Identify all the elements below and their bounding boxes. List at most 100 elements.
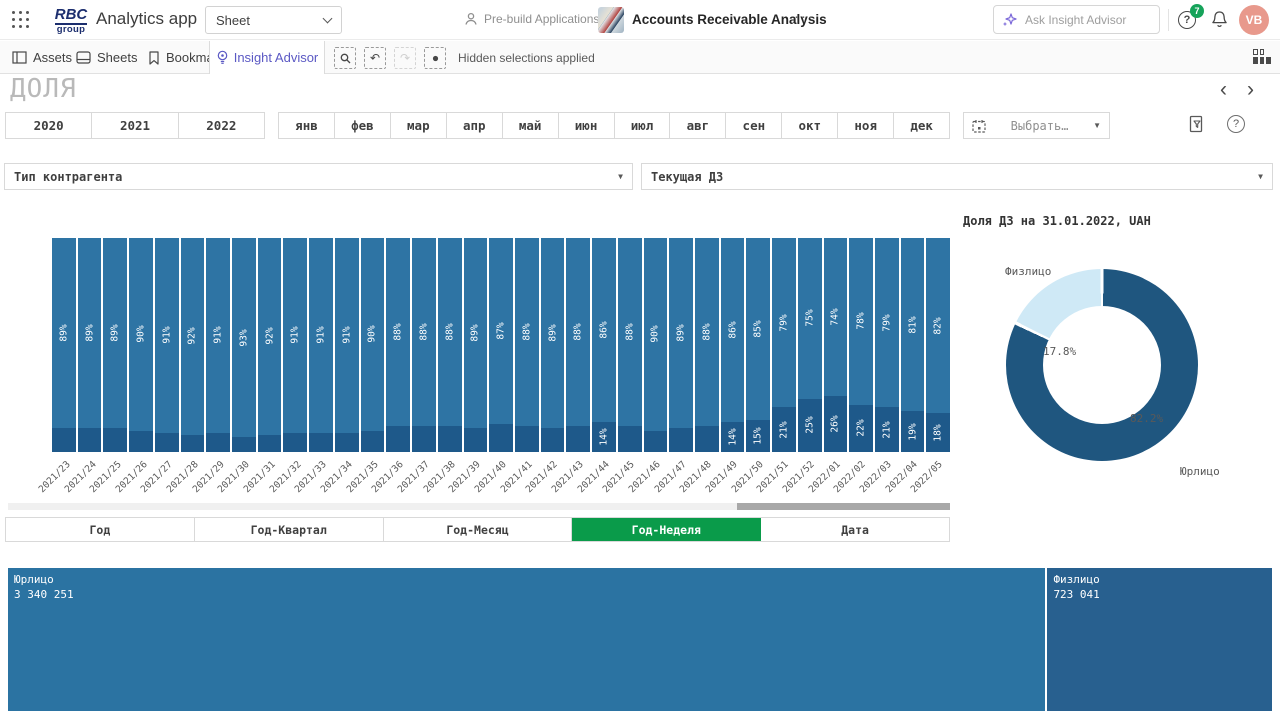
bar-2022/02[interactable]: 78% 22%	[849, 238, 873, 452]
tab-Год-Неделя[interactable]: Год-Неделя	[572, 518, 762, 541]
bar-2021/36[interactable]: 88%	[386, 238, 411, 452]
notifications-bell-button[interactable]	[1211, 10, 1228, 29]
bar-2022/04[interactable]: 81% 19%	[900, 238, 925, 452]
month-cell-ноя[interactable]: ноя	[838, 113, 895, 138]
month-cell-июл[interactable]: июл	[615, 113, 671, 138]
bar-value-label: 88%	[521, 323, 533, 341]
current-receivables-dropdown[interactable]: Текущая ДЗ ▼	[641, 163, 1273, 190]
assets-label: Assets	[33, 50, 73, 65]
bar-value-label: 88%	[392, 323, 404, 341]
bar-2021/24[interactable]: 89%	[77, 238, 102, 452]
year-cell-2022[interactable]: 2022	[206, 118, 237, 133]
month-cell-мар[interactable]: мар	[391, 113, 447, 138]
bar-2021/50[interactable]: 85% 15%	[746, 238, 771, 452]
bar-2021/46[interactable]: 90%	[643, 238, 668, 452]
month-cell-окт[interactable]: окт	[782, 113, 839, 138]
month-cell-фев[interactable]: фев	[335, 113, 391, 138]
bar-value-label: 88%	[418, 323, 430, 341]
tab-Год-Месяц[interactable]: Год-Месяц	[384, 518, 573, 541]
tab-Год-Квартал[interactable]: Год-Квартал	[195, 518, 384, 541]
month-cell-апр[interactable]: апр	[447, 113, 503, 138]
more-options-button[interactable]: ···	[794, 8, 815, 25]
bar-2021/32[interactable]: 91%	[283, 238, 308, 452]
sparkle-icon	[1003, 12, 1017, 25]
bar-value-label: 81%	[907, 316, 919, 334]
bar-2021/40[interactable]: 87%	[489, 238, 513, 452]
bar-2021/25[interactable]: 89%	[103, 238, 128, 452]
bar-2021/23[interactable]: 89%	[52, 238, 76, 452]
bar-2021/47[interactable]: 89%	[669, 238, 693, 452]
tab-Дата[interactable]: Дата	[841, 522, 869, 537]
bar-value-label: 75%	[804, 309, 816, 327]
bar-value-label: 93%	[238, 328, 250, 347]
bar-2021/41[interactable]: 88%	[514, 238, 539, 452]
bar-2021/37[interactable]: 88%	[412, 238, 436, 452]
donut-ring[interactable]	[1006, 269, 1198, 461]
treemap-chart: Юрлицо 3 340 251 Физлицо 723 041	[8, 568, 1272, 711]
insight-advisor-button[interactable]: Insight Advisor	[209, 41, 325, 74]
bar-2021/48[interactable]: 88%	[694, 238, 719, 452]
assets-panel-icon	[12, 51, 27, 64]
document-title: Accounts Receivable Analysis	[632, 12, 827, 27]
donut-value-yurlitso: 82.2%	[1130, 412, 1164, 425]
bar-2021/51[interactable]: 79% 21%	[772, 238, 796, 452]
bar-2021/49[interactable]: 86% 14%	[720, 238, 745, 452]
bar-value-label: 88%	[444, 323, 456, 341]
app-launcher-icon[interactable]	[12, 11, 30, 29]
month-cell-дек[interactable]: дек	[910, 118, 933, 133]
bar-2021/26[interactable]: 90%	[129, 238, 153, 452]
rbc-group-logo[interactable]: RBC group	[50, 6, 92, 35]
selections-filter-icon[interactable]	[1188, 115, 1206, 133]
hidden-selections-button[interactable]	[424, 47, 446, 69]
sheet-grid-icon[interactable]	[1253, 49, 1271, 65]
sheet-selector-dropdown[interactable]: Sheet	[205, 6, 342, 34]
bar-2022/01[interactable]: 74% 26%	[823, 238, 848, 452]
month-cell-авг[interactable]: авг	[670, 113, 727, 138]
bar-value-label: 89%	[469, 324, 481, 342]
bar-2021/27[interactable]: 91%	[154, 238, 179, 452]
bar-2021/45[interactable]: 88%	[617, 238, 642, 452]
bar-2022/05[interactable]: 82% 18%	[926, 238, 951, 452]
sheets-button[interactable]: Sheets	[76, 41, 137, 74]
bar-2021/52[interactable]: 75% 25%	[797, 238, 822, 452]
bar-2021/44[interactable]: 86% 14%	[592, 238, 616, 452]
help-button[interactable]: ?	[1178, 11, 1196, 29]
bar-2021/39[interactable]: 89%	[463, 238, 488, 452]
year-cell-2021[interactable]: 2021	[92, 113, 179, 138]
bar-value-label: 91%	[161, 326, 173, 344]
tab-Год[interactable]: Год	[6, 518, 195, 541]
space-selector[interactable]: Pre-build Applications	[464, 12, 599, 26]
bar-2021/42[interactable]: 89%	[540, 238, 565, 452]
bar-2021/31[interactable]: 92%	[257, 238, 282, 452]
bar-2021/35[interactable]: 90%	[360, 238, 385, 452]
next-sheet-button[interactable]: ›	[1247, 78, 1254, 101]
treemap-block-Физлицо[interactable]: Физлицо 723 041	[1047, 568, 1272, 711]
donut-label-yurlitso: Юрлицо	[1180, 465, 1220, 478]
month-cell-сен[interactable]: сен	[726, 113, 783, 138]
year-cell-2020[interactable]: 2020	[6, 113, 93, 138]
bar-2022/03[interactable]: 79% 21%	[875, 238, 899, 452]
counterparty-type-dropdown[interactable]: Тип контрагента ▼	[4, 163, 633, 190]
date-picker-dropdown[interactable]: Выбрать… ▼	[963, 112, 1110, 139]
search-placeholder: Ask Insight Advisor	[1025, 12, 1127, 27]
assets-button[interactable]: Assets	[12, 41, 72, 74]
treemap-block-Юрлицо[interactable]: Юрлицо 3 340 251	[8, 568, 1046, 711]
month-cell-янв[interactable]: янв	[279, 113, 335, 138]
chart-scrollbar-thumb[interactable]	[737, 503, 950, 510]
insight-advisor-search[interactable]: Ask Insight Advisor	[993, 5, 1160, 34]
chart-help-button[interactable]: ?	[1227, 115, 1245, 133]
avatar[interactable]: VB	[1239, 5, 1269, 35]
month-cell-май[interactable]: май	[503, 113, 559, 138]
bar-2021/30[interactable]: 93%	[232, 238, 256, 452]
previous-sheet-button[interactable]: ‹	[1220, 78, 1227, 101]
step-back-button[interactable]: ↶	[364, 47, 386, 69]
insight-advisor-label: Insight Advisor	[233, 50, 319, 65]
bar-2021/28[interactable]: 92%	[180, 238, 205, 452]
month-cell-июн[interactable]: июн	[559, 113, 615, 138]
bar-2021/29[interactable]: 91%	[206, 238, 231, 452]
bar-2021/34[interactable]: 91%	[334, 238, 359, 452]
bar-2021/38[interactable]: 88%	[437, 238, 462, 452]
smart-search-selection-button[interactable]	[334, 47, 356, 69]
bar-2021/33[interactable]: 91%	[309, 238, 333, 452]
bar-2021/43[interactable]: 88%	[566, 238, 591, 452]
